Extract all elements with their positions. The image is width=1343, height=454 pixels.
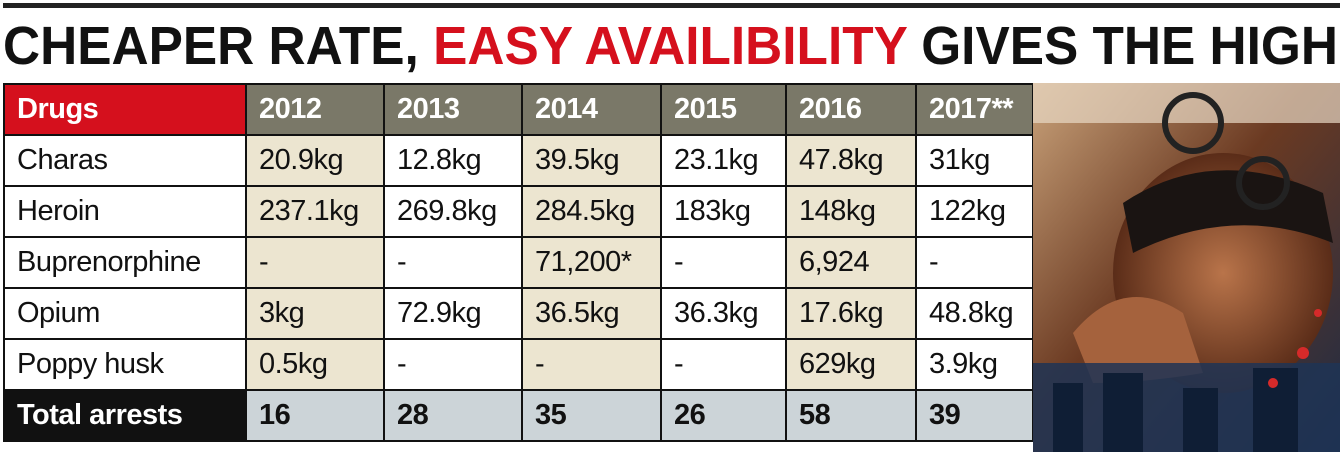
cell: -	[383, 236, 523, 289]
cell: 20.9kg	[245, 134, 385, 187]
cell: 36.5kg	[521, 287, 662, 340]
cell: 36.3kg	[660, 287, 787, 340]
title-part: GIVES THE HIGH	[921, 16, 1338, 74]
cell: 6,924	[785, 236, 917, 289]
cell: 2013	[383, 83, 523, 136]
row-label: Total arrests	[3, 389, 247, 442]
title-text: CHEAPER RATE, EASY AVAILIBILITY GIVES TH…	[3, 16, 1338, 74]
row-label: Heroin	[3, 185, 247, 238]
cell: 39	[915, 389, 1034, 442]
cell: 72.9kg	[383, 287, 523, 340]
data-row: Buprenorphine - -71,200* -6,924-	[3, 236, 1034, 289]
cell: 269.8kg	[383, 185, 523, 238]
row-label: Poppy husk	[3, 338, 247, 391]
row-label: Charas	[3, 134, 247, 187]
cell: 3.9kg	[915, 338, 1034, 391]
cell: 39.5kg	[521, 134, 662, 187]
title: CHEAPER RATE, EASY AVAILIBILITY GIVES TH…	[3, 16, 1338, 74]
cell: 31kg	[915, 134, 1034, 187]
cell: 58	[785, 389, 917, 442]
cell: 2017**	[915, 83, 1034, 136]
cell: 3kg	[245, 287, 385, 340]
row-label: Drugs	[3, 83, 247, 136]
data-row: Poppy husk 0.5kg - - -629kg 3.9kg	[3, 338, 1034, 391]
cell: 2012	[245, 83, 385, 136]
data-table: Drugs 2012 2013 2014 2015 2016 2017** Charas 20.…	[3, 83, 1034, 442]
total-row: Total arrests 16 28 35 26 58 39	[3, 389, 1034, 442]
cell: 2015	[660, 83, 787, 136]
cell: 28	[383, 389, 523, 442]
cell: 12.8kg	[383, 134, 523, 187]
cell: 17.6kg	[785, 287, 917, 340]
cell: 48.8kg	[915, 287, 1034, 340]
cell: 2016	[785, 83, 917, 136]
title-part: CHEAPER RATE,	[3, 16, 419, 74]
top-rule	[3, 3, 1340, 8]
cell: 35	[521, 389, 662, 442]
data-row: Heroin 237.1kg 269.8kg 284.5kg 183kg 148kg 122…	[3, 185, 1034, 238]
illustration	[1033, 83, 1340, 452]
cell: 16	[245, 389, 385, 442]
cell: -	[660, 338, 787, 391]
cell: 26	[660, 389, 787, 442]
cell: 183kg	[660, 185, 787, 238]
cell: -	[383, 338, 523, 391]
cell: 148kg	[785, 185, 917, 238]
cell: 284.5kg	[521, 185, 662, 238]
cell: 47.8kg	[785, 134, 917, 187]
cell: 23.1kg	[660, 134, 787, 187]
cell: 0.5kg	[245, 338, 385, 391]
title-highlight: EASY AVAILIBILITY	[433, 16, 908, 74]
cell: 2014	[521, 83, 662, 136]
data-row: Opium 3kg 72.9kg 36.5kg 36.3kg 17.6kg 48.8kg	[3, 287, 1034, 340]
data-row: Charas 20.9kg 12.8kg 39.5kg 23.1kg 47.8kg 31kg	[3, 134, 1034, 187]
cell: -	[245, 236, 385, 289]
cell: 629kg	[785, 338, 917, 391]
row-label: Buprenorphine	[3, 236, 247, 289]
cell: -	[521, 338, 662, 391]
cell: 71,200*	[521, 236, 662, 289]
cell: -	[660, 236, 787, 289]
cell: 122kg	[915, 185, 1034, 238]
cell: 237.1kg	[245, 185, 385, 238]
table-body: Drugs 2012 2013 2014 2015 2016 2017** Charas 20.…	[3, 83, 1034, 442]
cell: -	[915, 236, 1034, 289]
header-row: Drugs 2012 2013 2014 2015 2016 2017**	[3, 83, 1034, 136]
row-label: Opium	[3, 287, 247, 340]
